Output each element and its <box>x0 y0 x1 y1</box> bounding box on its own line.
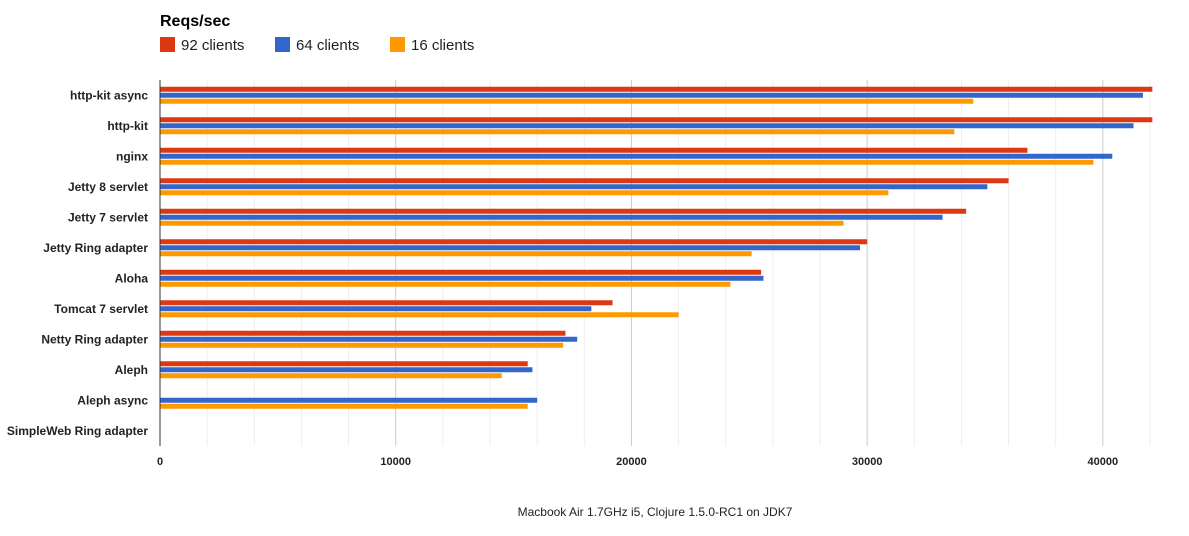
bar-3-2 <box>160 129 955 135</box>
bar-1-4 <box>160 178 1009 184</box>
bar-3-6 <box>160 251 752 257</box>
bar-1-1 <box>160 86 1153 92</box>
category-labels: http-kit async http-kit nginx Jetty 8 servl… <box>7 88 148 438</box>
legend-swatch-3 <box>390 37 405 52</box>
bar-2-5 <box>160 214 943 220</box>
category-label-3: nginx <box>116 149 148 163</box>
legend-label-2: 64 clients <box>296 37 359 54</box>
bar-3-7 <box>160 281 731 287</box>
category-label-5: Jetty 7 servlet <box>68 210 148 224</box>
bar-2-1 <box>160 92 1143 98</box>
chart-caption: Macbook Air 1.7GHz i5, Clojure 1.5.0-RC1… <box>518 505 793 519</box>
bar-2-3 <box>160 153 1113 159</box>
tick-label-2: 10000 <box>380 456 411 468</box>
bar-1-7 <box>160 269 762 275</box>
bar-3-1 <box>160 98 974 104</box>
bar-2-6 <box>160 245 861 251</box>
bar-2-11 <box>160 397 538 403</box>
category-label-8: Tomcat 7 servlet <box>54 302 148 316</box>
category-label-12: SimpleWeb Ring adapter <box>7 424 148 438</box>
category-label-9: Netty Ring adapter <box>41 332 148 346</box>
bar-1-10 <box>160 361 528 367</box>
x-tick-labels: 0 10000 20000 30000 40000 <box>157 456 1118 468</box>
bar-1-2 <box>160 117 1153 123</box>
bar-3-9 <box>160 342 564 348</box>
bars <box>160 86 1153 409</box>
bar-2-9 <box>160 336 578 342</box>
bar-1-8 <box>160 300 613 306</box>
tick-label-4: 30000 <box>852 456 883 468</box>
category-label-7: Aloha <box>115 271 149 285</box>
bar-1-6 <box>160 239 868 245</box>
bar-2-10 <box>160 367 533 373</box>
bar-1-3 <box>160 147 1028 153</box>
bar-1-5 <box>160 208 967 214</box>
bar-2-2 <box>160 123 1134 129</box>
bar-1-9 <box>160 330 566 336</box>
bar-3-3 <box>160 159 1094 165</box>
gridlines <box>206 80 1151 446</box>
bar-3-4 <box>160 190 889 196</box>
legend-swatch-1 <box>160 37 175 52</box>
tick-label-3: 20000 <box>616 456 647 468</box>
bar-2-7 <box>160 275 764 281</box>
legend-label-3: 16 clients <box>411 37 474 54</box>
tick-label-5: 40000 <box>1088 456 1119 468</box>
bar-2-4 <box>160 184 988 190</box>
tick-label-1: 0 <box>157 456 163 468</box>
category-label-1: http-kit async <box>70 88 148 102</box>
bar-3-5 <box>160 220 844 226</box>
legend-swatch-2 <box>275 37 290 52</box>
category-label-2: http-kit <box>107 119 148 133</box>
bar-2-8 <box>160 306 592 312</box>
category-label-11: Aleph async <box>77 393 148 407</box>
category-label-10: Aleph <box>115 363 148 377</box>
bar-3-8 <box>160 312 679 318</box>
category-label-4: Jetty 8 servlet <box>68 180 148 194</box>
legend-label-1: 92 clients <box>181 37 244 54</box>
legend: 92 clients 64 clients 16 clients <box>160 37 474 54</box>
bar-3-11 <box>160 403 528 409</box>
chart-title: Reqs/sec <box>160 13 230 30</box>
category-label-6: Jetty Ring adapter <box>43 241 148 255</box>
bar-3-10 <box>160 373 502 379</box>
